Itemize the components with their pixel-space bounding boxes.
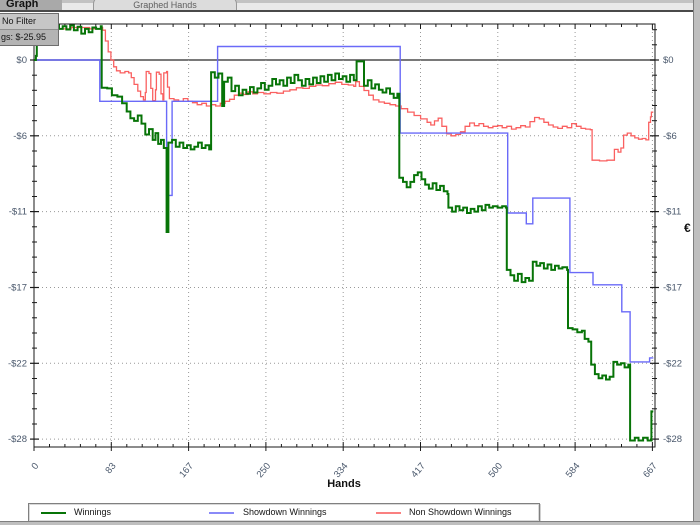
window-right-edge xyxy=(693,0,700,525)
non-showdown-legend-label: Non Showdown Winnings xyxy=(409,507,512,517)
window-bottom-edge xyxy=(0,521,700,525)
x-tick-label: 83 xyxy=(103,461,118,476)
non-showdown-swatch xyxy=(376,512,401,514)
tab-graphed-hands[interactable]: Graphed Hands xyxy=(93,0,237,12)
x-tick-label: 417 xyxy=(409,461,428,480)
x-tick-label: 584 xyxy=(564,461,583,480)
y-tick-label: $0 xyxy=(16,55,27,66)
x-tick-label: 0 xyxy=(29,461,41,472)
right-axis-currency-glyph: € xyxy=(684,221,691,235)
y-tick-label-right: $0 xyxy=(663,55,674,66)
filter-dropdown[interactable]: No Filter xyxy=(0,14,58,30)
x-tick-label: 250 xyxy=(255,461,274,480)
y-tick-label: -$28 xyxy=(8,434,27,445)
x-tick-label: 500 xyxy=(486,461,505,480)
non-showdown-winnings-line xyxy=(34,26,654,162)
y-tick-label-right: -$6 xyxy=(663,131,677,142)
y-tick-label: -$6 xyxy=(13,131,27,142)
winnings-line xyxy=(34,24,654,442)
winnings-legend-label: Winnings xyxy=(74,507,112,517)
window-top-edge xyxy=(0,0,700,3)
y-tick-label-right: -$22 xyxy=(663,358,682,369)
y-tick-label: -$11 xyxy=(9,207,27,218)
y-tick-label: -$17 xyxy=(8,282,27,293)
chart-legend: Winnings Showdown Winnings Non Showdown … xyxy=(28,503,540,522)
x-axis-title: Hands xyxy=(327,478,361,490)
winnings-chart: $0 $0 -$6 -$6 -$11 -$11 -$17 -$17 -$22 -$22 -$28 -$… xyxy=(8,23,691,480)
x-tick-label: 667 xyxy=(641,461,660,480)
x-tick-label: 167 xyxy=(177,461,196,480)
page-title: Graph xyxy=(0,0,62,12)
showdown-swatch xyxy=(209,512,234,514)
total-winnings-value: gs: $-25.95 xyxy=(0,30,58,45)
filter-tooltip: No Filter gs: $-25.95 xyxy=(0,13,59,46)
y-tick-label-right: -$17 xyxy=(663,282,682,293)
y-tick-label: -$22 xyxy=(8,358,27,369)
showdown-legend-label: Showdown Winnings xyxy=(243,507,327,517)
winnings-swatch xyxy=(41,512,66,514)
y-tick-label-right: -$28 xyxy=(663,434,682,445)
y-tick-label-right: -$11 xyxy=(663,207,681,218)
showdown-winnings-line xyxy=(34,45,654,363)
header-divider xyxy=(0,10,700,12)
